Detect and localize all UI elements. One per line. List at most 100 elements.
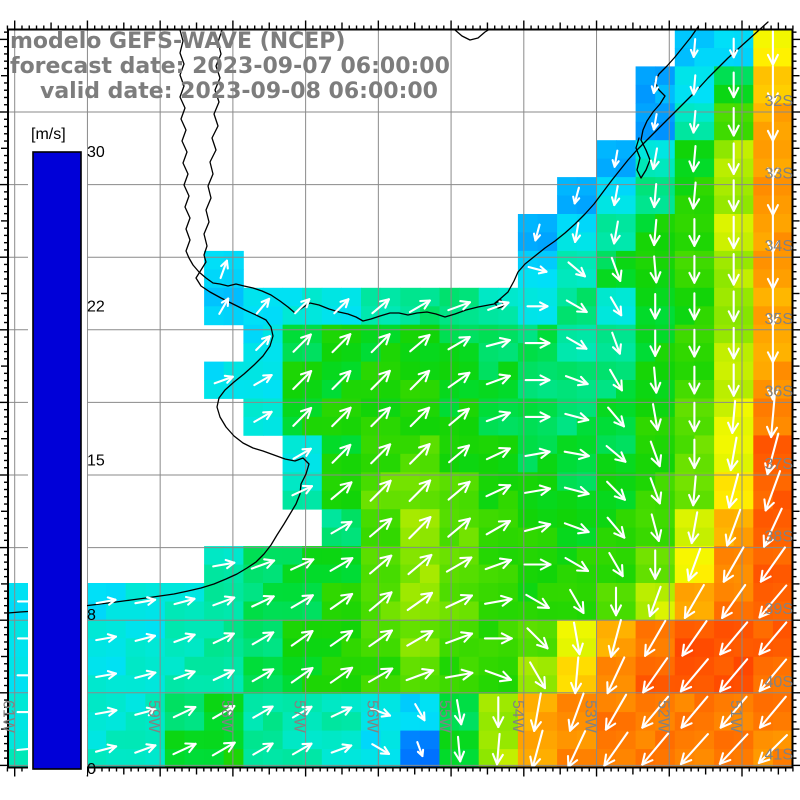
wave-cell <box>635 583 656 602</box>
wave-cell <box>282 287 303 307</box>
wave-cell <box>478 306 499 326</box>
wave-cell <box>772 749 793 768</box>
wave-cell <box>125 749 146 768</box>
wave-cell <box>694 638 715 658</box>
wave-cell <box>263 619 284 639</box>
wave-cell <box>616 287 637 307</box>
wave-cell <box>753 730 774 750</box>
wind-arrow <box>688 292 701 321</box>
wave-cell <box>243 638 264 658</box>
wave-cell <box>694 564 715 584</box>
wind-arrow <box>762 507 783 548</box>
wave-cell <box>439 546 460 565</box>
wind-arrow <box>758 695 787 729</box>
wave-cell <box>537 693 558 713</box>
wave-cell <box>243 361 264 381</box>
wave-cell <box>772 158 793 178</box>
wave-cell <box>282 435 303 455</box>
wind-arrow <box>729 37 739 59</box>
wave-cell <box>164 675 185 695</box>
wave-cell <box>616 398 637 418</box>
wind-arrow <box>719 695 748 729</box>
wave-cell <box>86 712 107 731</box>
wave-cell <box>459 730 480 750</box>
wave-cell <box>361 619 382 639</box>
wave-cell <box>714 232 735 252</box>
wave-cell <box>125 619 146 639</box>
wave-cell <box>557 453 578 473</box>
wave-cell <box>478 675 499 695</box>
wave-cell <box>223 675 244 695</box>
wave-cell <box>655 324 676 344</box>
wave-cell <box>616 712 637 731</box>
wave-cell <box>714 546 735 565</box>
wave-cell <box>714 29 735 49</box>
wave-cell <box>380 453 401 473</box>
coastline <box>7 21 769 614</box>
wave-cell <box>361 546 382 565</box>
wave-cell <box>321 656 342 676</box>
wave-cell <box>419 601 440 621</box>
wave-cell <box>655 693 676 713</box>
wave-cell <box>596 416 617 436</box>
lon-axis-label: 54W <box>509 700 526 734</box>
wave-cell <box>263 656 284 676</box>
wave-cell <box>380 380 401 399</box>
wind-arrow <box>483 632 513 645</box>
wave-cell <box>478 324 499 344</box>
wind-arrow <box>727 179 740 212</box>
wave-cell <box>674 656 695 676</box>
wave-cell <box>517 527 538 547</box>
wave-cell <box>714 324 735 344</box>
wave-cell <box>733 675 754 695</box>
wave-cell <box>478 730 499 750</box>
wave-cell <box>321 324 342 344</box>
wind-arrow <box>485 483 512 498</box>
wave-cell <box>772 435 793 455</box>
wind-arrow <box>689 74 699 96</box>
wind-arrow <box>689 38 699 58</box>
wave-cell <box>282 712 303 731</box>
wind-arrow <box>408 516 432 540</box>
wind-arrow <box>719 658 749 693</box>
wave-cell <box>321 675 342 695</box>
wave-cell <box>655 250 676 270</box>
wave-cell <box>419 453 440 473</box>
wave-cell <box>380 730 401 750</box>
wave-cell <box>341 416 362 436</box>
wave-cell <box>459 380 480 399</box>
wave-cell <box>400 638 421 658</box>
wave-cell <box>302 675 323 695</box>
wave-cell <box>655 730 676 750</box>
wind-arrow <box>290 666 314 684</box>
wind-arrow <box>524 484 552 496</box>
wave-cell <box>674 693 695 713</box>
wave-cell <box>557 619 578 639</box>
wave-cell <box>557 583 578 602</box>
wind-arrow <box>725 473 740 509</box>
wave-cell <box>753 140 774 160</box>
wind-arrow <box>727 363 740 397</box>
wave-cell <box>439 619 460 639</box>
wave-cell <box>498 343 519 362</box>
wind-arrow <box>294 298 311 315</box>
wave-cell <box>302 490 323 510</box>
wave-cell <box>86 675 107 695</box>
wind-arrow <box>529 692 542 732</box>
wave-cell <box>243 380 264 399</box>
wave-cell <box>674 103 695 123</box>
wave-cell <box>478 287 499 307</box>
wave-cell <box>125 675 146 695</box>
wind-arrow <box>370 707 392 718</box>
lon-axis-label: 56W <box>363 700 380 734</box>
wave-cell <box>616 250 637 270</box>
wave-cell <box>674 48 695 67</box>
lon-axis-label: 57W <box>291 700 308 734</box>
wind-arrow <box>445 556 473 573</box>
wave-cell <box>341 638 362 658</box>
wind-arrow <box>610 185 621 207</box>
wave-cell <box>263 712 284 731</box>
wave-cell <box>714 250 735 270</box>
wave-cell <box>517 730 538 750</box>
wave-cell <box>635 84 656 104</box>
